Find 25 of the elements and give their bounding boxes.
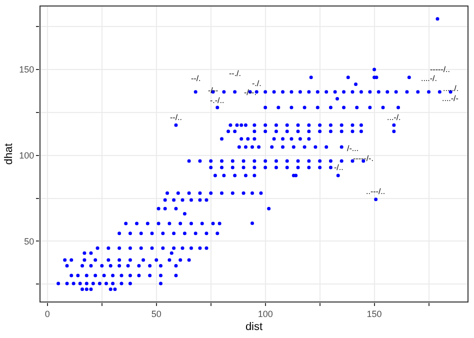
annotation: --./. — [229, 69, 241, 78]
x-tick-label: 100 — [258, 308, 273, 319]
annotation: -/.. — [334, 163, 344, 172]
y-tick-label: 50 — [24, 236, 34, 246]
annotation: ..---/.. — [366, 187, 386, 196]
x-tick-label: 50 — [151, 308, 162, 319]
annotation: ...-/. — [387, 113, 401, 122]
annotation: --/.. — [170, 113, 182, 122]
annotation: ....-/- — [442, 94, 459, 103]
annotation: ...../. — [443, 84, 459, 93]
annotation: --/. — [191, 74, 201, 83]
y-axis-title: dhat — [2, 143, 15, 165]
y-tick-label: 150 — [19, 64, 34, 75]
x-tick-label: 0 — [44, 308, 50, 319]
annotation: -/--. — [244, 88, 256, 97]
annotation: ....-/. — [421, 74, 437, 83]
annotation: -/-- — [208, 86, 219, 95]
x-tick-label: 150 — [366, 308, 382, 319]
annotation: -----/-. — [353, 154, 374, 163]
x-axis-title: dist — [245, 321, 263, 333]
y-tick-label: 100 — [19, 150, 34, 161]
annotation: -.-/.. — [210, 96, 224, 105]
annotation: -./. — [252, 79, 262, 88]
annotation: /-... — [347, 144, 359, 153]
annotation: -----/.. — [430, 65, 450, 74]
